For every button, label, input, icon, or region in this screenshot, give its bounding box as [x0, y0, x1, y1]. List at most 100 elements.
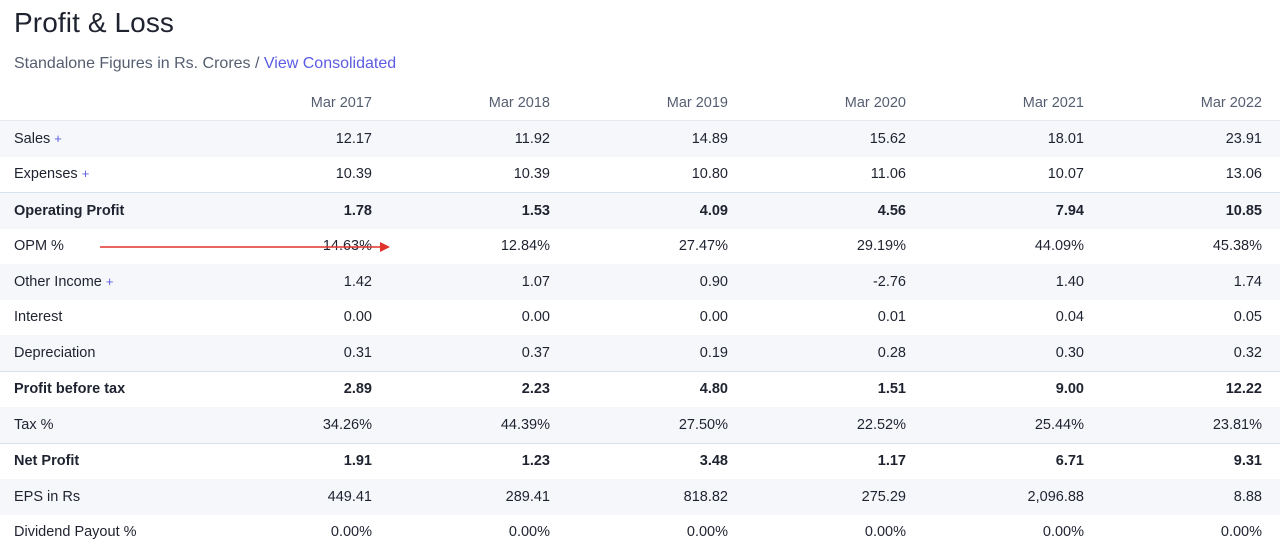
table-cell: 0.31	[212, 335, 390, 371]
table-cell: -2.76	[746, 264, 924, 300]
row-label-text: Net Profit	[14, 453, 80, 470]
table-cell: 289.41	[390, 479, 568, 515]
table-row: Other Income +1.42 1.07 0.90 -2.76 1.40 1.74	[0, 264, 1280, 300]
table-header-row: Mar 2017 Mar 2018 Mar 2019 Mar 2020 Mar 2021…	[0, 85, 1280, 121]
expand-plus-icon[interactable]: +	[81, 166, 90, 182]
row-label: Dividend Payout %	[0, 515, 212, 551]
table-cell: 0.90	[568, 264, 746, 300]
table-row: Expenses +10.39 10.39 10.80 11.06 10.07 13.06	[0, 157, 1280, 193]
table-cell: 12.84%	[500, 238, 550, 255]
table-cell: 1.53	[390, 192, 568, 229]
table-cell: 44.39%	[390, 407, 568, 443]
table-cell: 0.05	[1233, 309, 1262, 326]
row-label-text: Interest	[14, 309, 63, 326]
subtitle-text: Standalone Figures in Rs. Crores /	[14, 55, 260, 72]
table-cell: 0.00	[699, 309, 728, 326]
table-row: Interest 0.00 0.00 0.00 0.01 0.04 0.05	[0, 300, 1280, 336]
table-row: Depreciation 0.31 0.37 0.19 0.28 0.30 0.32	[0, 335, 1280, 371]
table-cell: 9.00	[924, 370, 1102, 407]
row-label-text: Operating Profit	[14, 202, 125, 219]
table-cell: 25.44%	[924, 407, 1102, 443]
view-consolidated-link[interactable]: View Consolidated	[263, 55, 397, 72]
row-label: EPS in Rs	[0, 479, 212, 515]
row-label-text: EPS in Rs	[14, 488, 81, 505]
table-cell: 2,096.88	[924, 479, 1102, 515]
row-label: Net Profit	[0, 442, 212, 479]
row-label-text: Other Income	[14, 273, 102, 290]
table-cell: 0.30	[924, 335, 1102, 371]
table-cell: 0.01	[877, 309, 906, 326]
row-label: Depreciation	[0, 335, 212, 371]
table-cell: 7.94	[924, 192, 1102, 229]
table-cell: 29.19%	[856, 238, 906, 255]
row-label-text: Dividend Payout %	[14, 524, 137, 541]
row-label-text: Tax %	[14, 416, 54, 433]
row-label-text: Profit before tax	[14, 381, 126, 398]
table-cell: 14.89	[568, 120, 746, 157]
table-row: EPS in Rs 449.41 289.41 818.82 275.29 2,096.8…	[0, 479, 1280, 515]
annotation-arrow-icon	[100, 242, 390, 252]
expand-plus-icon[interactable]: +	[105, 273, 114, 289]
subtitle: Standalone Figures in Rs. Crores / View …	[14, 55, 396, 73]
column-header-year: Mar 2020	[746, 85, 924, 121]
table-cell: 11.06	[870, 166, 906, 183]
table-cell: 0.00	[343, 309, 372, 326]
table-cell: 0.00%	[330, 524, 372, 541]
expand-plus-icon[interactable]: +	[54, 130, 62, 146]
table-row: OPM % 14.63% 12.84% 27.47% 29.19% 44.09% 45.38…	[0, 229, 1280, 265]
table-cell: 0.04	[1055, 309, 1084, 326]
table-cell: 45.38%	[1212, 238, 1262, 255]
table-cell: 27.47%	[678, 238, 728, 255]
table-cell: 0.37	[390, 335, 568, 371]
row-label: Tax %	[0, 407, 212, 443]
table-cell: 1.07	[390, 264, 568, 300]
table-row: Profit before tax 2.89 2.23 4.80 1.51 9.00 12.…	[0, 370, 1280, 407]
table-cell: 2.23	[390, 370, 568, 407]
table-cell: 23.81%	[1102, 407, 1280, 443]
row-label: Interest	[0, 300, 212, 336]
table-cell: 4.80	[568, 370, 746, 407]
table-cell: 0.00%	[508, 524, 550, 541]
table-cell: 18.01	[924, 120, 1102, 157]
table-cell: 1.91	[212, 442, 390, 479]
column-header-year: Mar 2018	[390, 85, 568, 121]
table-cell: 10.07	[1047, 166, 1084, 183]
column-header-year: Mar 2021	[924, 85, 1102, 121]
table-cell: 8.88	[1102, 479, 1280, 515]
table-cell: 12.17	[212, 120, 390, 157]
table-cell: 0.00	[521, 309, 550, 326]
table-cell: 0.00%	[1220, 524, 1262, 541]
table-cell: 6.71	[924, 442, 1102, 479]
row-label[interactable]: Expenses +	[0, 157, 212, 193]
table-cell: 0.19	[568, 335, 746, 371]
row-label[interactable]: Sales +	[0, 120, 212, 157]
profit-loss-table: Mar 2017 Mar 2018 Mar 2019 Mar 2020 Mar 2021…	[0, 85, 1280, 550]
table-cell: 0.00%	[1042, 524, 1084, 541]
table-row: Dividend Payout % 0.00% 0.00% 0.00% 0.00% 0.0…	[0, 515, 1280, 551]
table-cell: 22.52%	[746, 407, 924, 443]
table-cell: 10.80	[691, 166, 728, 183]
row-label-text: Expenses	[14, 166, 78, 183]
table-cell: 1.51	[746, 370, 924, 407]
table-cell: 4.09	[568, 192, 746, 229]
row-label: Profit before tax	[0, 370, 212, 407]
table-cell: 11.92	[390, 120, 568, 157]
table-cell: 15.62	[746, 120, 924, 157]
table-cell: 4.56	[746, 192, 924, 229]
row-label: OPM %	[0, 229, 212, 265]
table-cell: 1.74	[1102, 264, 1280, 300]
row-label: Operating Profit	[0, 192, 212, 229]
table-row: Net Profit 1.91 1.23 3.48 1.17 6.71 9.31	[0, 442, 1280, 479]
row-label[interactable]: Other Income +	[0, 264, 212, 300]
table-cell: 44.09%	[1034, 238, 1084, 255]
table-cell: 2.89	[212, 370, 390, 407]
table-cell: 1.17	[746, 442, 924, 479]
column-header-label	[0, 85, 212, 121]
table-cell: 23.91	[1102, 120, 1280, 157]
table-cell: 0.00%	[864, 524, 906, 541]
table-cell: 34.26%	[212, 407, 390, 443]
table-cell: 10.85	[1102, 192, 1280, 229]
table-row: Operating Profit 1.78 1.53 4.09 4.56 7.94 10.8…	[0, 192, 1280, 229]
column-header-year: Mar 2017	[212, 85, 390, 121]
table-cell: 10.39	[513, 166, 550, 183]
